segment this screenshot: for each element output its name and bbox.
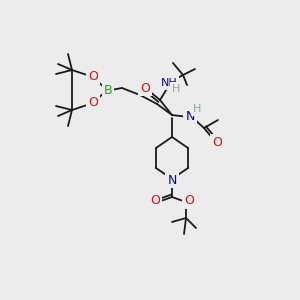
Text: O: O <box>184 194 194 208</box>
Text: NH: NH <box>160 78 177 88</box>
Text: O: O <box>88 70 98 83</box>
Text: O: O <box>88 97 98 110</box>
Text: O: O <box>212 136 222 148</box>
Text: N: N <box>185 110 195 122</box>
Text: B: B <box>104 83 112 97</box>
Text: O: O <box>150 194 160 208</box>
Text: O: O <box>140 82 150 94</box>
Text: N: N <box>167 173 177 187</box>
Text: H: H <box>193 104 201 114</box>
Text: H: H <box>172 84 180 94</box>
